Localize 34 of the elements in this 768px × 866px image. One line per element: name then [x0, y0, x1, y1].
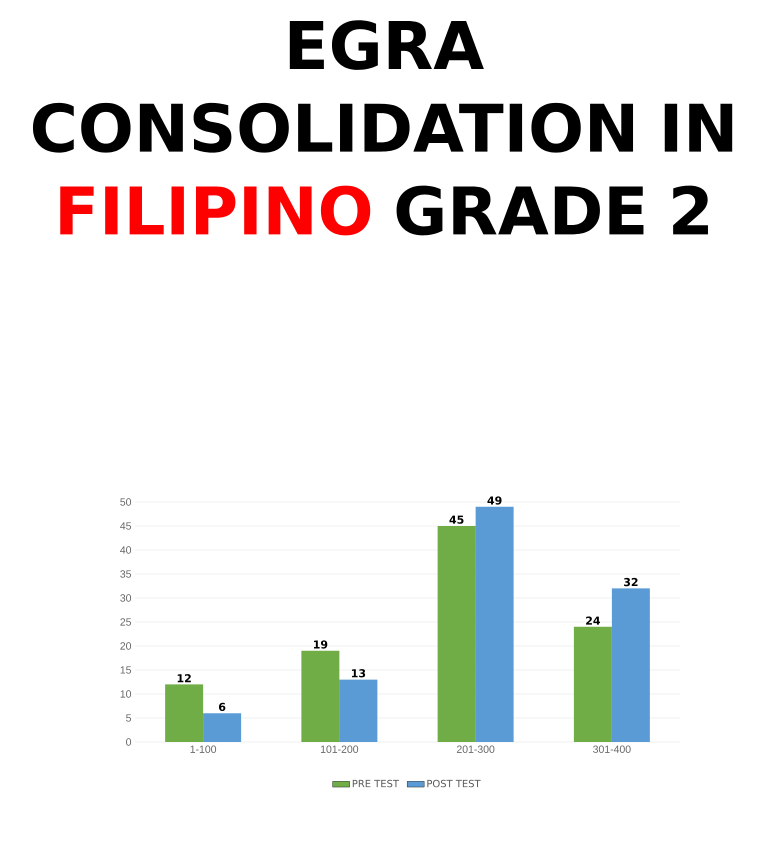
bar: [339, 680, 378, 742]
y-tick-label: 5: [126, 714, 132, 722]
y-tick-label: 15: [120, 666, 132, 674]
bar: [476, 506, 514, 742]
x-tick-label: 1-100: [190, 746, 216, 753]
y-tick-label: 20: [120, 642, 132, 650]
data-label: 24: [586, 616, 600, 625]
bar: [438, 526, 476, 742]
legend-label: POST TEST: [427, 780, 481, 788]
data-label: 6: [218, 702, 226, 711]
bar: [203, 713, 242, 742]
bar: [165, 684, 204, 742]
data-label: 19: [314, 640, 328, 649]
data-label: 13: [352, 669, 366, 678]
y-tick-label: 50: [120, 498, 132, 506]
legend-label: PRE TEST: [352, 780, 400, 788]
y-tick-label: 10: [120, 690, 132, 698]
x-tick-label: 201-300: [456, 746, 494, 753]
bar: [574, 626, 612, 742]
y-tick-label: 45: [120, 522, 132, 530]
y-tick-label: 25: [120, 618, 132, 626]
y-tick-label: 0: [126, 738, 132, 746]
x-tick-label: 101-200: [320, 746, 358, 753]
x-tick-label: 301-400: [593, 746, 631, 753]
y-tick-label: 35: [120, 570, 132, 578]
data-label: 12: [178, 674, 191, 682]
data-label: 49: [487, 496, 502, 505]
chart-title: EGRA CONSOLIDATION IN FILIPINO GRADE 2: [32, 20, 732, 236]
bar: [612, 588, 650, 742]
bar: [301, 650, 340, 742]
data-label: 45: [449, 516, 464, 524]
y-tick-label: 40: [120, 546, 132, 554]
data-label: 32: [624, 578, 638, 586]
y-tick-label: 30: [120, 594, 132, 602]
